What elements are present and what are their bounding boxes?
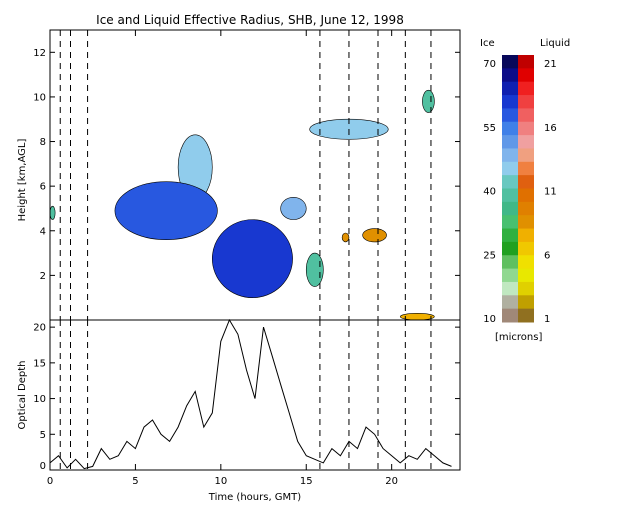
cloud-regions [49, 89, 435, 321]
y-tick-label: 0 [40, 461, 46, 472]
cloud-region-ice [280, 197, 307, 220]
colorbar-liquid-swatch [518, 68, 534, 83]
colorbar: Ice Liquid 70 55 40 25 10 21 16 11 6 1 [microns] [480, 38, 570, 343]
y-tick-label: 4 [40, 226, 46, 237]
colorbar-ice-tick: 25 [483, 250, 496, 261]
colorbar-liquid-swatch [518, 188, 534, 203]
y-tick-label: 6 [40, 182, 46, 193]
colorbar-liquid-swatch [518, 148, 534, 163]
y-tick-label: 10 [33, 92, 46, 103]
x-tick-label: 15 [300, 476, 313, 487]
top-y-axis-label: Height [km,AGL] [17, 139, 28, 222]
colorbar-ice-label: Ice [480, 38, 495, 49]
colorbar-ice-swatch [502, 308, 518, 323]
colorbar-liquid-swatch [518, 201, 534, 216]
colorbar-liquid-swatch [518, 281, 534, 296]
y-tick-label: 5 [40, 430, 46, 441]
colorbar-ice-swatch [502, 281, 518, 296]
bottom-y-axis-label: Optical Depth [17, 361, 28, 430]
colorbar-liquid-swatch [518, 135, 534, 149]
colorbar-ice-swatch [502, 161, 518, 176]
y-tick-label: 10 [33, 394, 46, 405]
cloud-region-ice [49, 205, 56, 220]
x-axis-label: Time (hours, GMT) [208, 492, 302, 503]
colorbar-ice-swatch [502, 81, 518, 96]
y-tick-label: 2 [40, 271, 46, 282]
x-tick-label: 0 [47, 476, 53, 487]
colorbar-ice-swatch [502, 135, 518, 149]
colorbar-liquid-swatch [518, 215, 534, 230]
chart-title: Ice and Liquid Effective Radius, SHB, Ju… [96, 13, 404, 27]
colorbar-ice-swatch [502, 255, 518, 270]
effective-radius-panel: 2 4 6 8 10 12 Height [km,AGL] [17, 29, 461, 321]
colorbar-liquid-tick: 21 [544, 59, 557, 70]
cloud-region-liquid [341, 232, 350, 243]
y-tick-label: 20 [33, 323, 46, 334]
colorbar-liquid-swatch [518, 161, 534, 176]
bottom-x-ticks: 0 5 10 15 20 [47, 30, 398, 487]
colorbar-liquid-swatch [518, 95, 534, 109]
colorbar-liquid-swatch [518, 81, 534, 96]
colorbar-tick-labels: 70 55 40 25 10 21 16 11 6 1 [483, 59, 556, 325]
colorbar-ice-tick: 40 [483, 187, 496, 198]
colorbar-liquid-swatch [518, 108, 534, 123]
colorbar-liquid-swatch [518, 268, 534, 283]
colorbar-liquid-tick: 6 [544, 250, 550, 261]
optical-depth-line [49, 318, 452, 470]
colorbar-liquid-label: Liquid [540, 38, 570, 49]
colorbar-liquid-swatch [518, 241, 534, 256]
colorbar-liquid-tick: 1 [544, 314, 550, 325]
y-tick-label: 8 [40, 137, 46, 148]
colorbar-liquid-swatch [518, 295, 534, 310]
colorbar-ice-tick: 70 [483, 59, 496, 70]
dashed-lines [59, 30, 432, 320]
colorbar-liquid-tick: 11 [544, 187, 557, 198]
dashed-lines-bottom [59, 320, 432, 470]
colorbar-ice-swatch [502, 68, 518, 83]
colorbar-ice-swatch [502, 188, 518, 203]
x-tick-label: 20 [385, 476, 398, 487]
colorbar-liquid-swatch [518, 175, 534, 189]
cloud-region-liquid [362, 228, 387, 243]
colorbar-ice-swatch [502, 148, 518, 163]
colorbar-liquid-tick: 16 [544, 123, 557, 134]
colorbar-liquid-column [518, 55, 534, 323]
colorbar-ice-swatch [502, 215, 518, 230]
colorbar-ice-tick: 10 [483, 314, 496, 325]
colorbar-liquid-swatch [518, 55, 534, 69]
colorbar-liquid-swatch [518, 121, 534, 136]
y-tick-label: 15 [33, 358, 46, 369]
colorbar-ice-swatch [502, 175, 518, 189]
cloud-region-ice [211, 219, 293, 298]
colorbar-ice-swatch [502, 295, 518, 310]
colorbar-ice-swatch [502, 95, 518, 109]
x-tick-label: 5 [132, 476, 138, 487]
colorbar-ice-swatch [502, 241, 518, 256]
bottom-y-ticks: 0 5 10 15 20 [33, 323, 460, 472]
cloud-region-ice [114, 181, 218, 240]
colorbar-unit: [microns] [495, 332, 542, 343]
x-tick-label: 10 [214, 476, 227, 487]
colorbar-ice-swatch [502, 108, 518, 123]
colorbar-ice-column [502, 55, 518, 323]
colorbar-ice-swatch [502, 228, 518, 243]
colorbar-ice-tick: 55 [483, 123, 496, 134]
bottom-plot-frame [49, 319, 461, 471]
colorbar-ice-swatch [502, 121, 518, 136]
cloud-region-ice [422, 89, 435, 113]
colorbar-ice-swatch [502, 55, 518, 69]
y-tick-label: 12 [33, 48, 46, 59]
colorbar-ice-swatch [502, 268, 518, 283]
colorbar-liquid-swatch [518, 255, 534, 270]
cloud-region-ice [305, 252, 324, 287]
colorbar-liquid-swatch [518, 308, 534, 323]
optical-depth-panel: 0 5 10 15 20 0 5 10 15 20 Optical Depth Time (ho… [17, 30, 461, 503]
top-y-ticks: 2 4 6 8 10 12 [33, 48, 460, 282]
colorbar-ice-swatch [502, 201, 518, 216]
colorbar-liquid-swatch [518, 228, 534, 243]
